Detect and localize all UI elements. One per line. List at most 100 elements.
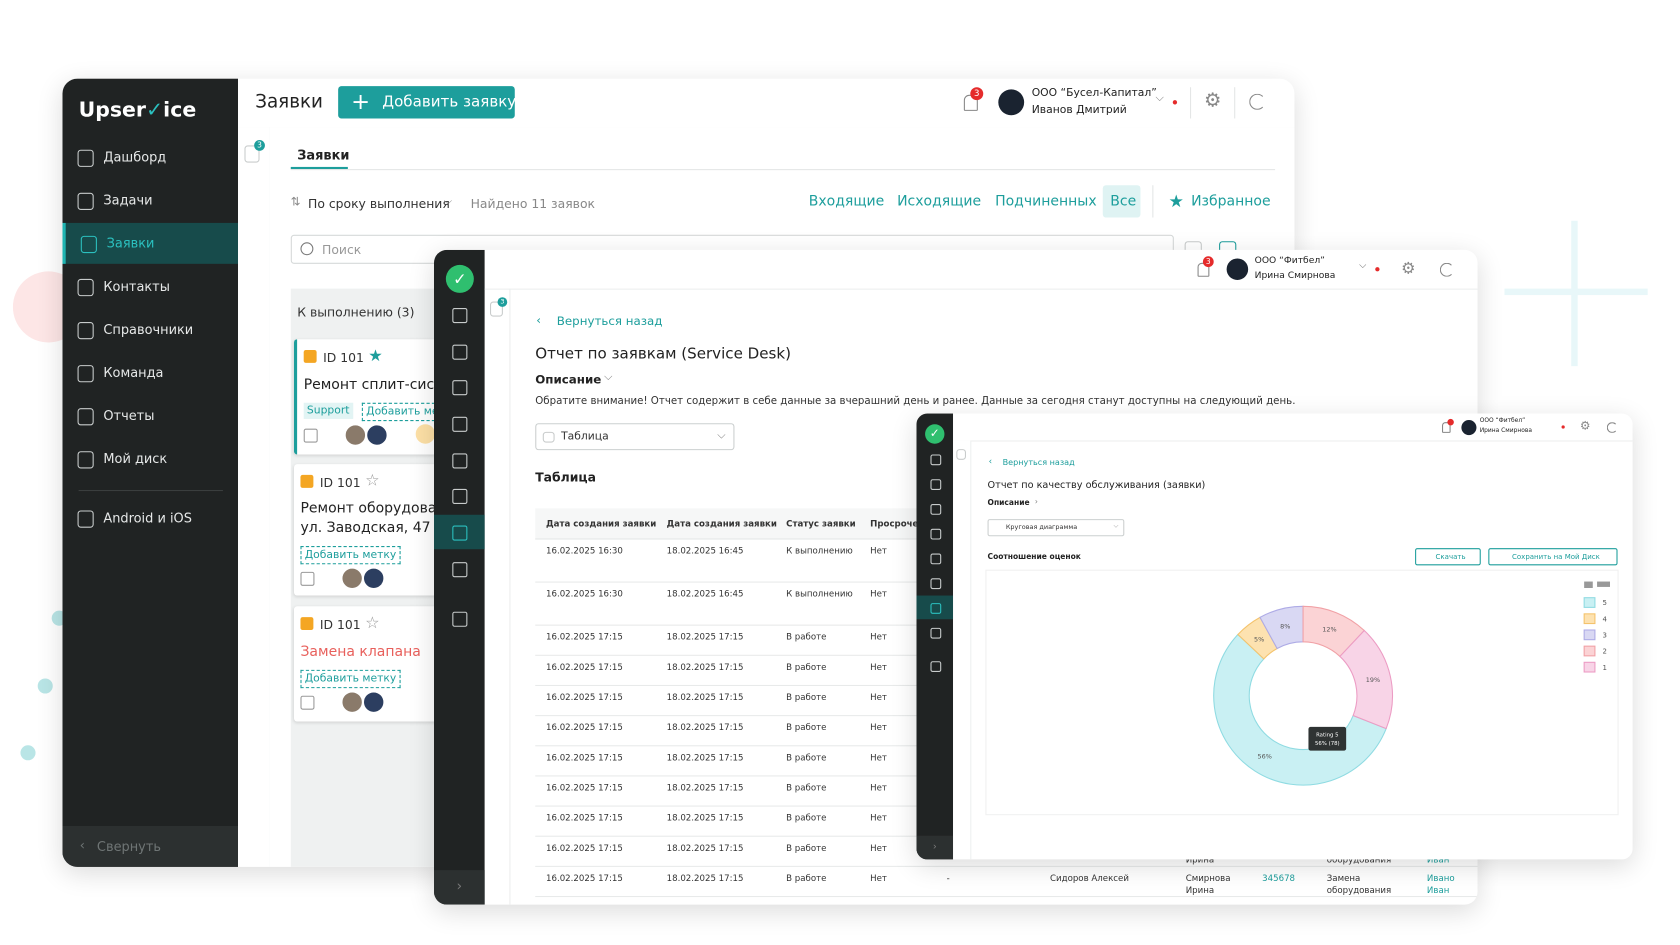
user: Ирина Смирнова bbox=[1479, 427, 1532, 434]
donut-segment bbox=[1339, 629, 1393, 730]
avatar bbox=[1461, 419, 1477, 436]
nav-icon[interactable] bbox=[452, 307, 468, 324]
nav-item[interactable]: Мой диск bbox=[62, 438, 238, 479]
save-button[interactable]: Сохранить на Мой Диск bbox=[1488, 548, 1618, 566]
nav-active bbox=[433, 514, 485, 550]
tag[interactable]: Support bbox=[303, 402, 353, 419]
cell: К выполнению bbox=[786, 545, 853, 556]
nav-icon[interactable] bbox=[452, 488, 468, 504]
settings[interactable]: ⚙ bbox=[1203, 89, 1222, 112]
nav-icon[interactable] bbox=[452, 453, 468, 469]
cell: 16.02.2025 17:15 bbox=[545, 752, 623, 763]
view-select[interactable]: Таблица ⌵ bbox=[535, 423, 735, 451]
status-dot bbox=[1172, 100, 1178, 105]
nav-label: Дашборд bbox=[103, 149, 167, 165]
expand-bar[interactable]: › bbox=[433, 870, 485, 905]
favorites[interactable]: Избранное bbox=[1191, 193, 1271, 210]
logout[interactable] bbox=[1606, 422, 1618, 433]
sort[interactable]: По сроку выполнения bbox=[307, 195, 450, 212]
back-link[interactable]: Вернуться назад bbox=[556, 314, 663, 329]
type-icon bbox=[300, 617, 314, 630]
nav-icon[interactable] bbox=[452, 562, 468, 578]
window-report-chart: ✓ › ООО “Фитбел” Ирина Смирнова ⚙ ‹ Верн… bbox=[916, 413, 1633, 860]
settings[interactable]: ⚙ bbox=[1401, 258, 1416, 278]
back-chevron: ‹ bbox=[536, 313, 542, 328]
star[interactable]: ☆ bbox=[365, 612, 380, 633]
star: ★ bbox=[1168, 190, 1184, 212]
nav-icon bbox=[77, 510, 94, 528]
add-button[interactable]: + Добавить заявку bbox=[338, 86, 516, 119]
legend-label: 5 bbox=[1602, 599, 1606, 607]
filter-icon[interactable] bbox=[489, 301, 503, 317]
cell: 18.02.2025 17:15 bbox=[666, 782, 744, 793]
avatar bbox=[362, 567, 385, 590]
download-button[interactable]: Скачать bbox=[1415, 548, 1481, 566]
cell: 16.02.2025 17:15 bbox=[545, 782, 623, 793]
tab[interactable]: Заявки bbox=[297, 147, 350, 163]
search-placeholder: Поиск bbox=[321, 242, 362, 258]
filter[interactable]: Все bbox=[1110, 193, 1137, 210]
description-toggle[interactable]: Описание bbox=[535, 372, 602, 387]
nav-item[interactable]: Дашборд bbox=[62, 137, 238, 178]
filter[interactable]: Исходящие bbox=[897, 193, 982, 210]
nav-icon[interactable] bbox=[930, 454, 942, 466]
chevron[interactable]: ⌵ bbox=[1359, 260, 1367, 272]
nav-icon[interactable] bbox=[930, 479, 942, 490]
nav-icon[interactable] bbox=[930, 578, 942, 590]
nav-icon bbox=[77, 451, 94, 469]
nav-icon[interactable] bbox=[930, 528, 942, 540]
logout[interactable] bbox=[1249, 93, 1266, 110]
bell[interactable] bbox=[1441, 422, 1451, 433]
nav-icon[interactable] bbox=[930, 503, 942, 515]
nav-icon[interactable] bbox=[452, 611, 468, 627]
cell: 18.02.2025 17:15 bbox=[666, 752, 744, 763]
calendar-icon bbox=[300, 571, 315, 586]
avatar bbox=[1226, 258, 1249, 280]
nav-icon[interactable] bbox=[452, 380, 468, 396]
nav-item[interactable]: Android и iOS bbox=[62, 498, 238, 539]
add-tag[interactable]: Добавить метку bbox=[300, 669, 401, 689]
nav-item[interactable]: Задачи bbox=[62, 180, 238, 221]
nav-item[interactable]: Отчеты bbox=[62, 395, 238, 436]
nav-icon[interactable] bbox=[452, 525, 468, 541]
filter-icon[interactable] bbox=[956, 449, 966, 460]
description-toggle[interactable]: Описание bbox=[987, 498, 1030, 508]
nav-icon[interactable] bbox=[930, 627, 942, 639]
chevron: ‹ bbox=[79, 837, 85, 853]
view-select[interactable]: Круговая диаграмма ⌵ bbox=[987, 519, 1125, 537]
collapse-bar[interactable]: ‹ Свернуть bbox=[62, 825, 238, 867]
filter[interactable]: Входящие bbox=[808, 193, 885, 210]
add-tag[interactable]: Добавить метку bbox=[300, 545, 401, 565]
nav-icon[interactable] bbox=[452, 416, 468, 432]
nav-icon[interactable] bbox=[930, 603, 942, 614]
nav-item[interactable]: Команда bbox=[62, 352, 238, 393]
decor bbox=[1504, 288, 1648, 296]
filter[interactable]: Подчиненных bbox=[995, 193, 1097, 210]
nav-label: Команда bbox=[103, 365, 164, 381]
nav-icon[interactable] bbox=[452, 344, 468, 360]
cell: В работе bbox=[786, 722, 827, 733]
expand-bar[interactable]: › bbox=[916, 835, 954, 860]
logout[interactable] bbox=[1439, 262, 1454, 277]
chevron: ⌵ bbox=[1113, 522, 1119, 530]
chevron[interactable]: ⌵ bbox=[1155, 92, 1164, 105]
cell: 18.02.2025 17:15 bbox=[666, 692, 744, 703]
nav-icon[interactable] bbox=[930, 553, 942, 565]
nav-icon[interactable] bbox=[930, 661, 942, 672]
nav-item[interactable]: Справочники bbox=[62, 309, 238, 350]
back-link[interactable]: Вернуться назад bbox=[1002, 457, 1075, 468]
cell: 16.02.2025 17:15 bbox=[545, 692, 623, 703]
nav-item[interactable]: Контакты bbox=[62, 266, 238, 307]
view-select-label: Круговая диаграмма bbox=[1005, 523, 1078, 531]
filter-icon[interactable] bbox=[244, 145, 260, 163]
cell: 18.02.2025 17:15 bbox=[666, 662, 744, 672]
star[interactable]: ☆ bbox=[365, 470, 380, 490]
request-title: ул. Заводская, 47 bbox=[300, 520, 431, 537]
star[interactable]: ★ bbox=[368, 345, 383, 366]
report-title: Отчет по заявкам (Service Desk) bbox=[535, 345, 791, 363]
settings[interactable]: ⚙ bbox=[1579, 418, 1591, 433]
nav-label: Мой диск bbox=[103, 451, 168, 467]
separator bbox=[1152, 185, 1154, 218]
nav-item[interactable]: Заявки bbox=[62, 222, 238, 264]
cell: К выполнению bbox=[786, 589, 853, 599]
